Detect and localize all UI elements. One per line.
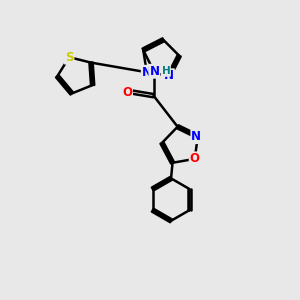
Text: N: N	[164, 69, 174, 82]
Text: N: N	[191, 130, 201, 143]
Text: N: N	[142, 66, 152, 79]
Text: H: H	[161, 66, 170, 76]
Text: S: S	[65, 51, 74, 64]
Text: O: O	[190, 152, 200, 165]
Text: N: N	[149, 65, 159, 78]
Text: O: O	[122, 85, 132, 99]
